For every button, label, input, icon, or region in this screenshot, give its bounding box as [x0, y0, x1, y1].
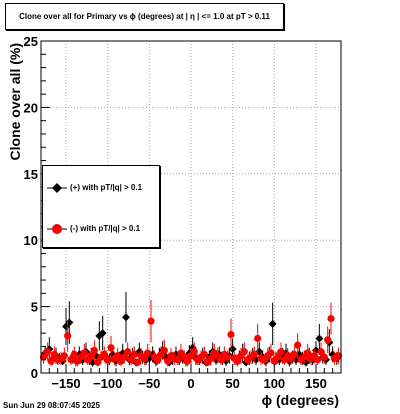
y-tick-label: 10: [24, 233, 38, 248]
data-point: [290, 350, 298, 359]
data-point: [122, 313, 130, 322]
x-tick-label: −150: [51, 376, 80, 391]
data-point: [304, 349, 312, 357]
title-box: Clone over all for Primary vs ϕ (degrees…: [5, 3, 284, 30]
data-point: [228, 345, 237, 354]
legend-marker-positive: [47, 183, 67, 193]
data-point: [94, 358, 102, 366]
x-tick-label: 150: [305, 376, 327, 391]
data-point: [317, 348, 325, 356]
data-point: [70, 350, 78, 359]
data-point: [44, 348, 52, 356]
legend-entry-positive: (+) with pT/|q| > 0.1: [43, 182, 159, 194]
data-point: [334, 352, 343, 360]
data-point: [227, 330, 235, 339]
data-point: [120, 353, 128, 361]
data-point: [250, 350, 258, 359]
x-tick-label: 100: [263, 376, 285, 391]
y-tick-label: 0: [31, 366, 38, 381]
y-tick-label: 15: [24, 167, 38, 182]
data-point: [60, 352, 68, 360]
data-point: [104, 356, 112, 364]
data-point: [124, 348, 132, 356]
legend-marker-negative: [47, 224, 67, 234]
data-point: [314, 356, 322, 364]
data-point: [315, 334, 324, 343]
data-point: [277, 348, 285, 356]
data-point: [50, 350, 58, 359]
data-point: [268, 319, 277, 328]
data-point: [80, 349, 88, 357]
data-point: [87, 352, 95, 360]
data-point: [127, 356, 135, 364]
data-point: [274, 353, 282, 361]
data-point: [140, 354, 148, 362]
data-point: [234, 357, 242, 365]
chart-title: Clone over all for Primary vs ϕ (degrees…: [19, 12, 270, 21]
data-point: [90, 346, 98, 355]
data-point: [254, 334, 262, 343]
data-point: [98, 329, 107, 338]
series-negative: [39, 299, 343, 367]
data-point: [184, 357, 192, 365]
data-point: [164, 357, 172, 365]
x-axis-label: ϕ (degrees): [262, 392, 339, 408]
data-point: [47, 357, 55, 365]
data-point: [224, 353, 232, 361]
timestamp: Sun Jun 29 08:07:45 2025: [3, 401, 100, 410]
series-layer: [39, 291, 343, 367]
data-point: [267, 349, 275, 357]
legend: (+) with pT/|q| > 0.1 (-) with pT/|q| > …: [42, 165, 160, 248]
data-point: [147, 317, 155, 325]
data-point: [160, 346, 168, 355]
legend-label-negative: (-) with pT/|q| > 0.1: [70, 224, 141, 233]
data-point: [324, 336, 332, 344]
data-point: [64, 332, 72, 340]
y-tick-label: 5: [31, 300, 38, 315]
data-point: [190, 348, 198, 356]
data-point: [144, 349, 152, 357]
data-point: [39, 353, 48, 361]
grid: [41, 41, 341, 373]
data-point: [114, 352, 122, 360]
data-point: [107, 344, 115, 352]
data-point: [207, 354, 215, 362]
data-point: [240, 348, 248, 356]
data-point: [320, 353, 328, 361]
y-tick-label: 20: [24, 100, 38, 115]
data-point: [67, 356, 75, 364]
data-point: [134, 358, 142, 366]
data-point: [130, 350, 138, 359]
data-point: [174, 356, 182, 364]
data-point: [217, 356, 225, 364]
x-tick-label: −100: [93, 376, 122, 391]
x-tick-label: 50: [225, 376, 239, 391]
x-tick-label: 0: [187, 376, 194, 391]
y-tick-label: 25: [24, 34, 38, 49]
legend-entry-negative: (-) with pT/|q| > 0.1: [43, 223, 159, 235]
data-point: [100, 350, 108, 359]
data-point: [327, 314, 335, 323]
data-point: [294, 341, 302, 349]
data-point: [154, 356, 162, 364]
x-tick-label: −50: [138, 376, 160, 391]
legend-label-positive: (+) with pT/|q| > 0.1: [70, 183, 143, 192]
data-point: [200, 350, 208, 359]
y-axis-label: Clone over all (%): [7, 43, 23, 160]
